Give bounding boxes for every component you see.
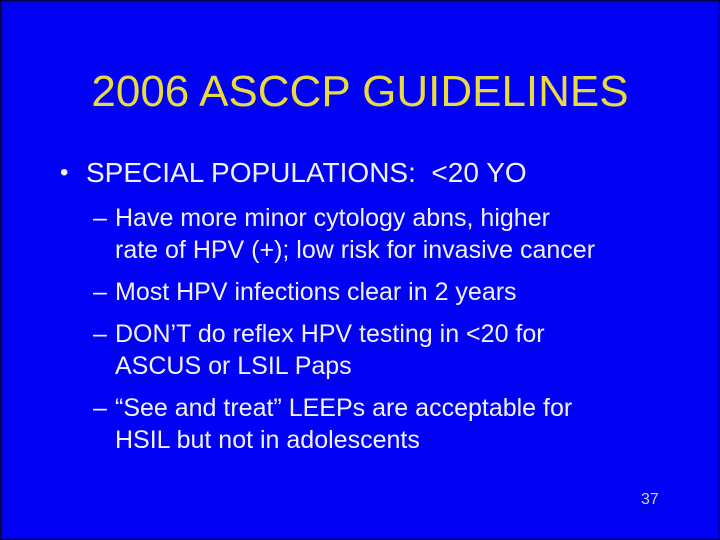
sub-bullet-line: “See and treat” LEEPs are acceptable for — [115, 394, 573, 422]
sub-bullet-list: – Have more minor cytology abns, higher … — [93, 202, 685, 456]
sub-bullet-text: DON’T do reflex HPV testing in <20 for A… — [115, 318, 545, 382]
dash-marker: – — [93, 204, 107, 232]
sub-bullet-line: Have more minor cytology abns, higher — [115, 204, 550, 232]
slide-body: • SPECIAL POPULATIONS: <20 YO – Have mor… — [60, 156, 685, 456]
sub-bullet-text: Most HPV infections clear in 2 years — [115, 276, 517, 308]
sub-bullet-item: – Have more minor cytology abns, higher … — [93, 202, 685, 266]
dash-marker: – — [93, 320, 107, 348]
sub-bullet-line: HSIL but not in adolescents — [115, 426, 420, 454]
slide-title: 2006 ASCCP GUIDELINES — [91, 67, 629, 116]
dash-marker: – — [93, 278, 107, 306]
page-number: 37 — [641, 491, 659, 508]
bullet-text: SPECIAL POPULATIONS: <20 YO — [86, 157, 527, 188]
sub-bullet-item: – DON’T do reflex HPV testing in <20 for… — [93, 318, 685, 382]
dash-marker: – — [93, 394, 107, 422]
sub-bullet-item: – “See and treat” LEEPs are acceptable f… — [93, 392, 685, 456]
bullet-dot-marker: • — [60, 159, 69, 186]
sub-bullet-line: Most HPV infections clear in 2 years — [115, 278, 517, 306]
sub-bullet-line: DON’T do reflex HPV testing in <20 for — [115, 320, 545, 348]
sub-bullet-line: rate of HPV (+); low risk for invasive c… — [115, 236, 596, 264]
sub-bullet-text: Have more minor cytology abns, higher ra… — [115, 202, 595, 266]
sub-bullet-line: ASCUS or LSIL Paps — [115, 352, 352, 380]
sub-bullet-text: “See and treat” LEEPs are acceptable for… — [115, 392, 572, 456]
sub-bullet-item: – Most HPV infections clear in 2 years — [93, 276, 685, 308]
bullet-item: • SPECIAL POPULATIONS: <20 YO — [60, 156, 685, 190]
